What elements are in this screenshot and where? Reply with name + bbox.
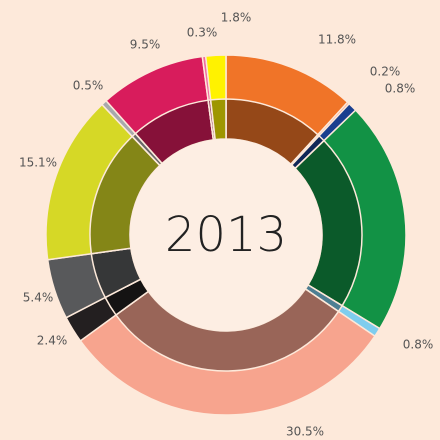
chart-title: 2013 [165,207,287,263]
data-label: 1.8% [221,11,252,25]
data-label: 0.2% [370,65,401,79]
data-label: 30.5% [286,425,324,439]
donut [45,54,407,416]
data-label: 11.8% [318,33,356,47]
data-label: 0.8% [385,82,416,96]
data-label: 0.5% [73,79,104,93]
data-label: 2.4% [37,334,68,348]
data-label: 0.8% [403,338,434,352]
data-label: 15.1% [19,156,57,170]
data-label: 0.3% [187,26,218,40]
data-label: 5.4% [23,291,54,305]
center-hole [130,139,322,331]
data-label: 9.5% [130,38,161,52]
